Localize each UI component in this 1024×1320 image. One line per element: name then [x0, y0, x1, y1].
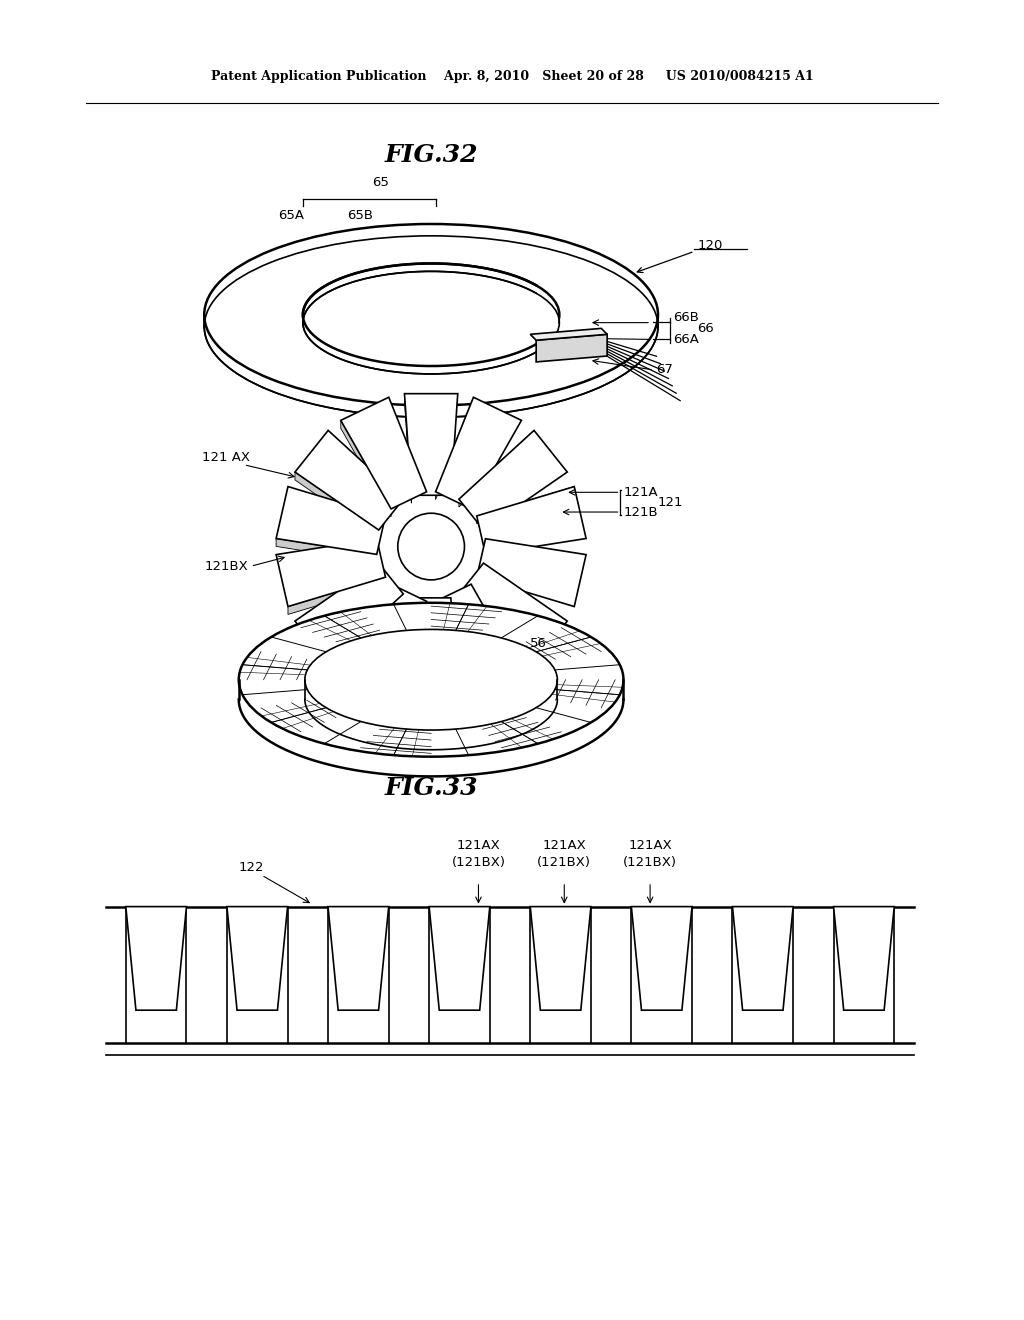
Polygon shape: [632, 907, 692, 1010]
Text: 121BX: 121BX: [204, 560, 248, 573]
Polygon shape: [295, 473, 379, 537]
Polygon shape: [126, 907, 186, 1010]
Polygon shape: [459, 564, 567, 663]
Polygon shape: [537, 334, 607, 362]
Text: 121: 121: [658, 496, 683, 508]
Polygon shape: [435, 585, 521, 696]
Polygon shape: [834, 907, 894, 1010]
Polygon shape: [530, 329, 607, 341]
Polygon shape: [341, 420, 391, 517]
Polygon shape: [404, 598, 458, 700]
Polygon shape: [288, 577, 385, 614]
Text: (121BX): (121BX): [452, 857, 506, 869]
Polygon shape: [429, 907, 489, 1010]
Text: 65B: 65B: [347, 209, 373, 222]
Polygon shape: [404, 393, 458, 495]
Polygon shape: [732, 907, 794, 1010]
Text: FIG.32: FIG.32: [384, 143, 478, 166]
Text: 121B: 121B: [624, 506, 658, 519]
Text: 120: 120: [637, 239, 723, 273]
Text: 66A: 66A: [673, 333, 698, 346]
Polygon shape: [477, 487, 574, 524]
Text: 67: 67: [656, 363, 673, 376]
Text: 121AX: 121AX: [629, 840, 672, 853]
Text: (121BX): (121BX): [623, 857, 677, 869]
Text: 65A: 65A: [279, 209, 304, 222]
Polygon shape: [341, 397, 427, 510]
Text: 66: 66: [697, 322, 714, 335]
Text: 121AX: 121AX: [543, 840, 586, 853]
Text: 121AX: 121AX: [457, 840, 501, 853]
Polygon shape: [341, 585, 427, 696]
Text: (121BX): (121BX): [538, 857, 591, 869]
Polygon shape: [530, 907, 591, 1010]
Polygon shape: [276, 487, 385, 554]
Polygon shape: [459, 430, 535, 507]
Text: 122: 122: [239, 861, 264, 874]
Text: 56: 56: [529, 636, 547, 649]
Polygon shape: [477, 539, 586, 607]
Polygon shape: [477, 487, 586, 554]
Polygon shape: [435, 397, 473, 500]
Text: Patent Application Publication    Apr. 8, 2010   Sheet 20 of 28     US 2010/0084: Patent Application Publication Apr. 8, 2…: [211, 70, 813, 83]
Polygon shape: [435, 397, 521, 510]
Polygon shape: [328, 907, 389, 1010]
Ellipse shape: [303, 272, 559, 374]
Text: 121A: 121A: [624, 486, 658, 499]
Ellipse shape: [305, 630, 557, 730]
Polygon shape: [404, 393, 412, 503]
Text: 65: 65: [372, 177, 389, 190]
Ellipse shape: [239, 603, 624, 756]
Polygon shape: [295, 564, 403, 663]
Polygon shape: [295, 430, 403, 531]
Polygon shape: [459, 430, 567, 531]
Polygon shape: [276, 539, 377, 562]
Text: 121 AX: 121 AX: [203, 451, 250, 465]
Text: 66B: 66B: [673, 312, 698, 325]
Ellipse shape: [303, 264, 559, 366]
Circle shape: [397, 513, 465, 579]
Polygon shape: [276, 539, 385, 607]
Text: FIG.33: FIG.33: [384, 776, 478, 800]
Polygon shape: [227, 907, 288, 1010]
